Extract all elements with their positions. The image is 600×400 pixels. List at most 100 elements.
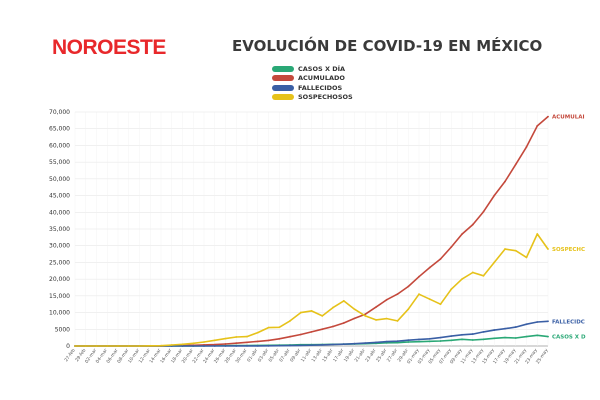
data-point-sospechosos xyxy=(224,337,227,340)
data-point-sospechosos xyxy=(192,342,195,345)
data-point-acumulado xyxy=(514,163,517,166)
data-point-fallecidos xyxy=(364,342,367,345)
data-point-acumulado xyxy=(407,285,410,288)
legend-item-sospechosos: SOSPECHOSOS xyxy=(272,93,353,103)
data-point-fallecidos xyxy=(256,344,259,347)
data-point-acumulado xyxy=(321,328,324,331)
data-point-fallecidos xyxy=(246,345,248,347)
legend-item-fallecidos: FALLECIDOS xyxy=(272,83,353,93)
noroeste-logo: NOROESTE xyxy=(52,36,166,59)
data-point-fallecidos xyxy=(450,335,453,338)
data-point-fallecidos xyxy=(235,345,238,347)
data-point-acumulado xyxy=(385,298,388,301)
data-point-sospechosos xyxy=(203,341,205,343)
legend-label-acumulado: ACUMULADO xyxy=(298,74,345,83)
data-point-casos-x-d-a xyxy=(547,335,549,338)
data-point-acumulado xyxy=(396,293,399,295)
y-tick-label: 55,000 xyxy=(49,159,70,166)
data-point-fallecidos xyxy=(332,343,334,346)
data-point-fallecidos xyxy=(418,338,420,341)
data-point-sospechosos xyxy=(450,288,453,291)
data-point-acumulado xyxy=(278,337,281,340)
data-point-casos-x-d-a xyxy=(407,341,410,343)
data-point-acumulado xyxy=(342,322,345,324)
data-point-fallecidos xyxy=(267,344,270,347)
y-tick-label: 5000 xyxy=(55,326,70,333)
data-point-sospechosos xyxy=(160,344,162,347)
y-tick-label: 30,000 xyxy=(49,243,70,250)
data-point-fallecidos xyxy=(396,340,399,343)
y-tick-label: 25,000 xyxy=(49,259,70,266)
data-point-fallecidos xyxy=(342,343,345,346)
data-point-acumulado xyxy=(482,210,485,213)
data-point-sospechosos xyxy=(246,335,248,338)
data-point-acumulado xyxy=(428,266,431,269)
data-point-fallecidos xyxy=(353,342,356,345)
data-point-acumulado xyxy=(547,115,549,118)
legend-swatch-fallecidos xyxy=(272,84,294,91)
data-point-casos-x-d-a xyxy=(482,338,485,341)
data-point-casos-x-d-a xyxy=(504,336,506,339)
y-tick-label: 10,000 xyxy=(49,310,70,317)
data-point-sospechosos xyxy=(299,311,302,314)
data-point-acumulado xyxy=(375,306,377,309)
data-point-sospechosos xyxy=(471,271,474,274)
data-point-sospechosos xyxy=(547,248,549,250)
chart-title: EVOLUCIÓN DE COVID-19 EN MÉXICO xyxy=(232,37,543,55)
data-point-casos-x-d-a xyxy=(525,335,528,338)
data-point-acumulado xyxy=(418,275,420,278)
data-point-sospechosos xyxy=(106,345,109,347)
data-point-sospechosos xyxy=(514,249,517,252)
data-point-acumulado xyxy=(235,342,238,345)
data-point-sospechosos xyxy=(149,344,152,347)
data-point-sospechosos xyxy=(364,315,367,317)
data-point-fallecidos xyxy=(310,344,313,347)
data-point-casos-x-d-a xyxy=(396,341,399,344)
data-point-sospechosos xyxy=(342,299,345,302)
end-label-sospechosos: SOSPECHC xyxy=(552,247,585,253)
data-point-acumulado xyxy=(504,180,506,183)
legend-swatch-sospechosos xyxy=(272,94,294,101)
data-point-fallecidos xyxy=(471,333,474,335)
data-point-casos-x-d-a xyxy=(514,337,517,339)
data-point-acumulado xyxy=(439,258,442,260)
data-point-sospechosos xyxy=(117,345,119,347)
data-point-sospechosos xyxy=(418,293,420,296)
data-point-sospechosos xyxy=(536,233,539,235)
data-point-acumulado xyxy=(353,317,356,320)
data-point-acumulado xyxy=(536,124,539,127)
y-tick-label: 20,000 xyxy=(49,276,70,283)
data-point-sospechosos xyxy=(385,317,388,320)
data-point-acumulado xyxy=(267,339,270,342)
data-point-acumulado xyxy=(332,325,334,328)
data-point-fallecidos xyxy=(493,329,496,331)
data-point-casos-x-d-a xyxy=(439,340,442,342)
data-point-sospechosos xyxy=(375,319,377,321)
data-point-sospechosos xyxy=(482,274,485,277)
data-point-fallecidos xyxy=(514,326,517,328)
data-point-sospechosos xyxy=(310,310,313,312)
data-point-casos-x-d-a xyxy=(428,340,431,343)
data-point-casos-x-d-a xyxy=(450,339,453,342)
data-point-sospechosos xyxy=(278,326,281,329)
data-point-fallecidos xyxy=(192,345,195,347)
end-label-casos-x-d-a: CASOS X D xyxy=(552,335,586,341)
data-point-fallecidos xyxy=(375,341,377,344)
data-point-sospechosos xyxy=(321,315,324,317)
data-point-sospechosos xyxy=(353,308,356,311)
legend-label-fallecidos: FALLECIDOS xyxy=(298,83,343,92)
data-point-sospechosos xyxy=(95,345,98,347)
data-point-acumulado xyxy=(493,194,496,197)
data-point-sospechosos xyxy=(504,248,506,250)
data-point-sospechosos xyxy=(289,320,291,322)
data-point-casos-x-d-a xyxy=(536,334,539,337)
data-point-acumulado xyxy=(299,333,302,336)
data-point-casos-x-d-a xyxy=(418,340,420,343)
data-point-fallecidos xyxy=(278,344,281,347)
data-point-sospechosos xyxy=(84,345,87,347)
legend-item-casos-x-dia: CASOS X DÍA xyxy=(272,64,353,74)
legend-swatch-casos-x-dia xyxy=(272,65,294,72)
data-point-sospechosos xyxy=(407,308,410,311)
data-point-fallecidos xyxy=(321,343,324,346)
data-point-acumulado xyxy=(289,335,291,338)
